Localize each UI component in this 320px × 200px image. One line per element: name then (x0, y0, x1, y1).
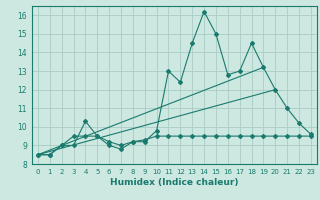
X-axis label: Humidex (Indice chaleur): Humidex (Indice chaleur) (110, 178, 239, 187)
